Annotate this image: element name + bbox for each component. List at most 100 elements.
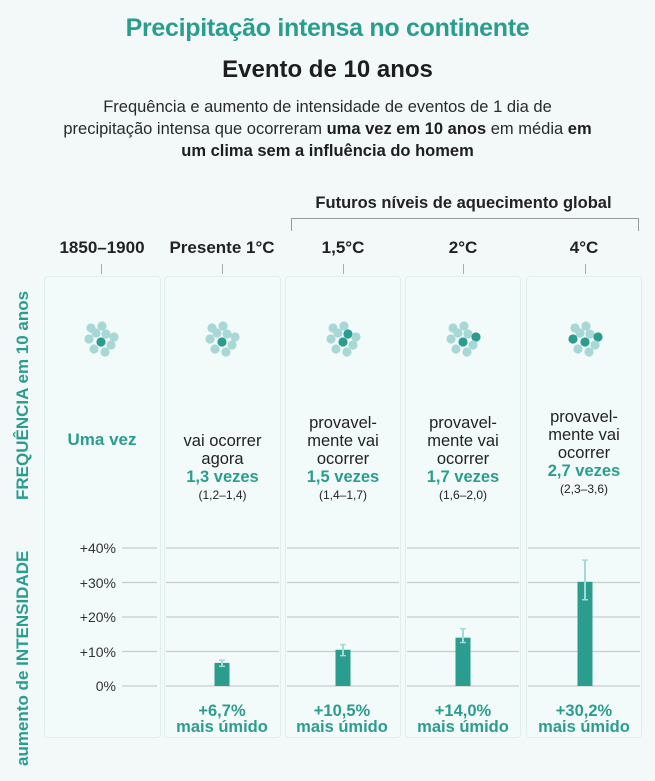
- header-tick: [222, 264, 223, 274]
- intensity-unit: mais úmido: [296, 718, 388, 736]
- dot: [462, 347, 472, 357]
- column-header-1850-1900: 1850–1900: [59, 238, 145, 257]
- frequency-lead-line: provavel-: [309, 414, 377, 432]
- dot: [106, 340, 116, 350]
- frequency-value: 2,7 vezes: [547, 462, 621, 480]
- dot: [97, 321, 107, 331]
- intensity-label-present: +6,7% mais úmido: [160, 703, 284, 736]
- frequency-value: 1,5 vezes: [306, 468, 380, 486]
- desc-part-4: em um clima sem a influência do homem: [181, 120, 592, 160]
- column-header-present: Presente 1°C: [169, 238, 275, 257]
- header-tick: [585, 264, 586, 274]
- dot-highlighted: [96, 337, 106, 347]
- dot: [91, 328, 101, 338]
- frequency-lead-line: provavel-: [550, 408, 618, 426]
- header-tick: [101, 264, 102, 274]
- intensity-unit: mais úmido: [538, 718, 630, 736]
- dot: [453, 328, 463, 338]
- intensity-label-4c: +30,2% mais úmido: [522, 702, 646, 736]
- dot-highlighted: [343, 329, 353, 339]
- future-warming-label: Futuros níveis de aquecimento global: [315, 194, 612, 212]
- bar: [577, 581, 593, 686]
- dot: [218, 321, 228, 331]
- desc-part-2: uma vez em 10 anos: [326, 120, 487, 138]
- intensity-label-1-5c: +10,5% mais úmido: [280, 702, 404, 736]
- frequency-lead-line: mente vai: [427, 432, 499, 450]
- y-tick-label: +10%: [79, 644, 116, 660]
- dot: [468, 340, 478, 350]
- dot-highlighted: [471, 332, 481, 342]
- dot: [348, 340, 358, 350]
- intensity-label-2c: +14,0% mais úmido: [401, 702, 525, 736]
- y-tick-label: +40%: [79, 540, 116, 556]
- column-header-2c: 2°C: [448, 238, 478, 257]
- frequency-range: (1,6–2,0): [438, 488, 488, 502]
- dot: [326, 334, 336, 344]
- intensity-value: +14,0%: [434, 702, 492, 720]
- dot: [89, 344, 99, 354]
- frequency-text-4c: provavel- mente vai ocorrer 2,7 vezes (2…: [526, 408, 642, 498]
- desc-part-1: Frequência e aumento de intensidade de e…: [63, 98, 552, 138]
- frequency-text-present: vai ocorrer agora 1,3 vezes (1,2–1,4): [164, 432, 281, 504]
- chart-description: Frequência e aumento de intensidade de e…: [60, 96, 595, 162]
- dot-highlighted: [593, 332, 603, 342]
- dot: [221, 347, 231, 357]
- column-header-1-5c: 1,5°C: [321, 238, 365, 257]
- frequency-lead-line: ocorrer: [436, 450, 490, 468]
- frequency-lead-line: mente vai: [307, 432, 379, 450]
- frequency-text-baseline: Uma vez: [67, 430, 137, 449]
- dot-highlighted: [568, 334, 578, 344]
- y-tick-label: 0%: [95, 678, 116, 694]
- dot: [590, 340, 600, 350]
- dot: [446, 334, 456, 344]
- dot: [333, 328, 343, 338]
- frequency-lead-line: provavel-: [429, 414, 497, 432]
- chart-title: Precipitação intensa no continente: [125, 14, 530, 42]
- dot-highlighted: [458, 337, 468, 347]
- dot: [463, 329, 473, 339]
- dot: [339, 321, 349, 331]
- dot: [227, 340, 237, 350]
- y-tick-label: +30%: [79, 575, 116, 591]
- dot: [584, 347, 594, 357]
- dot: [451, 344, 461, 354]
- intensity-value: +30,2%: [555, 702, 613, 720]
- dot-highlighted: [580, 337, 590, 347]
- frequency-lead-line: ocorrer: [557, 444, 611, 462]
- dot: [459, 321, 469, 331]
- dot: [351, 332, 361, 342]
- dot: [109, 332, 119, 342]
- frequency-text-2c: provavel- mente vai ocorrer 1,7 vezes (1…: [405, 414, 521, 504]
- dot: [101, 329, 111, 339]
- header-tick: [343, 264, 344, 274]
- dot: [573, 344, 583, 354]
- frequency-value: 1,7 vezes: [426, 468, 500, 486]
- dot: [222, 329, 232, 339]
- dot: [210, 344, 220, 354]
- dot: [575, 328, 585, 338]
- dot: [212, 328, 222, 338]
- y-tick-label: +20%: [79, 609, 116, 625]
- frequency-lead-line: agora: [201, 450, 244, 468]
- chart-subtitle: Evento de 10 anos: [222, 56, 433, 83]
- dot: [331, 344, 341, 354]
- dot: [205, 334, 215, 344]
- intensity-unit: mais úmido: [176, 718, 268, 736]
- future-bracket: [291, 218, 639, 231]
- dot: [581, 321, 591, 331]
- dot: [342, 347, 352, 357]
- frequency-range: (1,4–1,7): [318, 488, 368, 502]
- header-tick: [463, 264, 464, 274]
- dot: [100, 347, 110, 357]
- bar: [455, 637, 471, 686]
- intensity-unit: mais úmido: [417, 718, 509, 736]
- dot: [585, 329, 595, 339]
- dot: [84, 334, 94, 344]
- frequency-value: 1,3 vezes: [186, 468, 259, 486]
- dot-highlighted: [217, 337, 227, 347]
- desc-part-3: em média: [486, 120, 568, 138]
- frequency-lead-line: mente vai: [548, 426, 620, 444]
- intensity-value: +10,5%: [313, 702, 371, 720]
- bar: [214, 662, 230, 686]
